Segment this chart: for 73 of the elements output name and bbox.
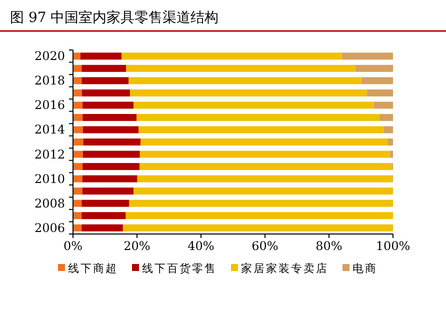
bar — [82, 163, 140, 170]
bar — [73, 200, 82, 207]
bar — [73, 64, 82, 72]
bar — [366, 89, 393, 96]
bar — [73, 150, 83, 158]
bar — [82, 114, 137, 121]
chart-title: 图 97 中国室内家具零售渠道结构 — [10, 10, 219, 26]
bar — [140, 163, 392, 170]
bar — [380, 114, 393, 121]
legend-label: 线下百货零售 — [142, 262, 217, 275]
bar — [82, 102, 134, 109]
legend-label: 家居家装专卖店 — [241, 262, 328, 275]
bar — [73, 102, 83, 109]
y-tick-label: 2012 — [34, 147, 65, 162]
bar — [82, 200, 129, 207]
bar — [73, 77, 82, 84]
bar — [130, 89, 367, 96]
bar — [82, 224, 123, 232]
bar — [129, 200, 393, 207]
bar — [73, 138, 84, 146]
x-tick-label: 60% — [252, 239, 278, 253]
legend-label: 线下商超 — [68, 262, 118, 275]
bar — [342, 52, 393, 60]
bar — [140, 150, 390, 158]
bar — [82, 77, 129, 84]
y-tick-label: 2008 — [34, 196, 65, 210]
y-tick-label: 2018 — [34, 74, 65, 88]
bar — [384, 126, 393, 134]
bar — [82, 150, 140, 158]
bar — [73, 126, 83, 134]
x-tick-label: 40% — [188, 239, 214, 253]
bar — [80, 52, 122, 60]
bar — [82, 188, 134, 195]
bar — [388, 138, 393, 146]
bar — [126, 212, 393, 220]
bar — [122, 224, 393, 232]
bar — [138, 126, 384, 134]
bar — [82, 126, 139, 134]
bar — [82, 175, 138, 182]
bar — [133, 188, 393, 195]
bar — [374, 102, 393, 109]
y-tick-label: 2016 — [34, 98, 65, 112]
bar — [140, 138, 388, 146]
bar — [137, 175, 392, 182]
x-tick-label: 100% — [376, 239, 410, 253]
x-tick-label: 20% — [124, 239, 150, 253]
bar — [73, 188, 82, 195]
bar — [82, 212, 126, 220]
bar — [73, 175, 82, 182]
bar — [356, 64, 393, 72]
x-tick-label: 0% — [63, 239, 83, 253]
bar — [128, 77, 362, 84]
bar — [362, 77, 393, 84]
bar — [82, 64, 126, 72]
bar — [390, 150, 393, 158]
y-tick-label: 2020 — [34, 49, 65, 64]
legend-label: 电商 — [352, 262, 378, 275]
bar — [136, 114, 380, 121]
bar — [73, 114, 83, 121]
bar — [73, 224, 82, 232]
y-tick-label: 2010 — [34, 172, 65, 186]
bar — [73, 89, 82, 96]
bar — [73, 52, 80, 60]
bar — [82, 89, 130, 96]
x-tick-label: 80% — [316, 239, 342, 253]
bar — [73, 212, 82, 220]
y-tick-label: 2014 — [34, 122, 66, 137]
bar — [73, 163, 83, 170]
bar — [133, 102, 374, 109]
bar — [122, 52, 342, 60]
bar — [83, 138, 141, 146]
bar — [126, 64, 356, 72]
y-tick-label: 2006 — [34, 220, 65, 235]
